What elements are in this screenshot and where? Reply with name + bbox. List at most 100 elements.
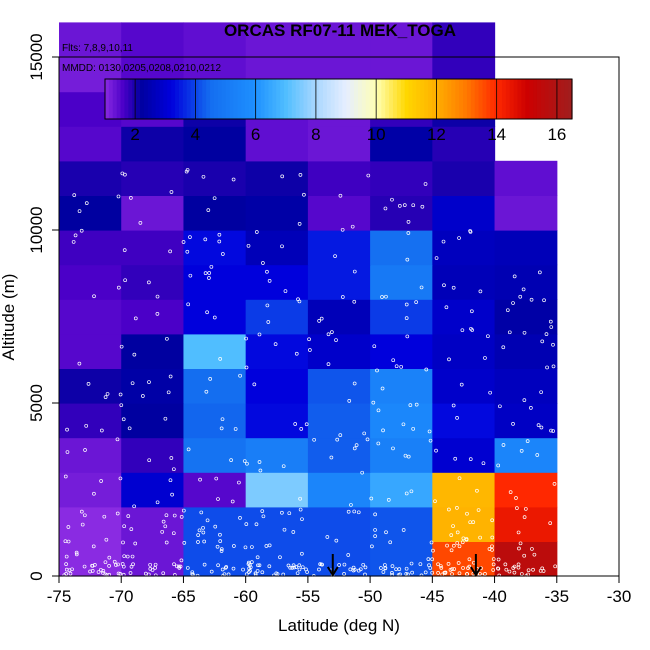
observation-point xyxy=(150,568,155,572)
observation-point xyxy=(77,361,82,366)
observation-point xyxy=(384,294,388,299)
heatmap-cell xyxy=(59,472,122,508)
observation-point xyxy=(483,572,487,576)
colorbar-swatch xyxy=(326,79,332,119)
observation-point xyxy=(80,522,85,527)
colorbar-tick-label: 2 xyxy=(130,125,139,144)
heatmap-cell xyxy=(183,403,247,439)
observation-point xyxy=(224,565,229,569)
colorbar-swatch xyxy=(248,79,254,119)
observation-point xyxy=(383,566,388,571)
heatmap-cell xyxy=(245,541,309,577)
observation-point xyxy=(165,336,169,341)
observation-point xyxy=(209,264,214,269)
observation-point xyxy=(447,507,451,512)
heatmap-cell xyxy=(370,230,433,266)
observation-point xyxy=(231,177,236,182)
observation-point xyxy=(490,518,495,523)
observation-point xyxy=(408,403,413,408)
colorbar-swatch xyxy=(182,79,188,119)
observation-point xyxy=(457,236,461,240)
observation-point xyxy=(297,299,302,304)
x-tick-label: -40 xyxy=(482,587,507,606)
colorbar-swatch xyxy=(143,79,149,119)
observation-point xyxy=(384,530,388,535)
observation-point xyxy=(539,390,543,395)
observation-point xyxy=(405,334,410,339)
observation-point xyxy=(414,300,418,305)
observation-point xyxy=(308,348,312,352)
colorbar-swatch xyxy=(536,79,542,119)
observation-point xyxy=(186,447,191,452)
heatmap-cell xyxy=(183,126,247,162)
heatmap-cell xyxy=(307,437,371,473)
observation-point xyxy=(411,203,416,208)
observation-point xyxy=(352,299,357,304)
colorbar-swatch xyxy=(334,79,340,119)
heatmap-cell xyxy=(59,126,122,162)
observation-point xyxy=(507,569,512,574)
axes: -75 -70 -65 -60 -55 -50 -45 -40 -35 -30 0 5000 10000… xyxy=(27,33,631,606)
observation-point xyxy=(88,569,92,574)
observation-point xyxy=(553,564,558,569)
observation-point xyxy=(141,394,145,398)
heatmap-cell xyxy=(307,403,371,439)
observation-point xyxy=(391,446,395,451)
observation-point xyxy=(519,449,524,453)
colorbar-swatch xyxy=(276,79,281,119)
heatmap-cell xyxy=(432,195,496,231)
observation-point xyxy=(266,320,271,324)
observation-point xyxy=(86,382,91,386)
observation-point xyxy=(63,539,68,544)
observation-point xyxy=(257,563,262,568)
colorbar-swatch xyxy=(490,79,495,119)
colorbar-swatch xyxy=(451,79,456,119)
observation-point xyxy=(307,337,311,342)
observation-point xyxy=(274,571,279,576)
observation-point xyxy=(119,403,124,408)
colorbar-swatch xyxy=(466,79,472,119)
observation-point xyxy=(373,534,377,538)
colorbar-swatch xyxy=(151,79,157,119)
observation-point xyxy=(82,564,87,569)
observation-point xyxy=(461,536,466,541)
colorbar-frame xyxy=(104,78,573,120)
observation-point xyxy=(312,437,316,442)
latitude-arrows xyxy=(326,554,482,577)
observation-point xyxy=(424,367,429,372)
observation-point xyxy=(297,567,302,572)
heatmap-cell xyxy=(494,195,558,231)
observation-point xyxy=(238,516,242,520)
colorbar-swatch xyxy=(416,79,421,119)
observation-point xyxy=(70,567,74,572)
observation-point xyxy=(430,557,435,562)
observation-point xyxy=(91,544,96,549)
observation-point xyxy=(530,547,534,551)
heatmap-cell xyxy=(121,437,185,473)
observation-point xyxy=(349,503,353,507)
observation-point xyxy=(438,564,443,568)
x-tick-label: -65 xyxy=(171,587,196,606)
observation-point xyxy=(128,571,133,575)
observation-point xyxy=(201,530,206,535)
observation-point xyxy=(551,342,555,347)
observation-point xyxy=(380,386,385,391)
observation-point xyxy=(522,515,527,519)
observation-point xyxy=(121,417,126,422)
colorbar-swatch xyxy=(513,79,519,119)
heatmap-cell xyxy=(370,472,433,508)
observation-point xyxy=(107,564,111,568)
colorbar-swatch xyxy=(459,79,464,119)
observation-point xyxy=(394,567,398,572)
observation-point xyxy=(431,548,435,553)
observation-point xyxy=(491,557,496,561)
observation-point xyxy=(552,482,557,486)
observation-point xyxy=(286,563,291,568)
observation-point xyxy=(461,566,465,570)
colorbar-swatch xyxy=(194,79,199,119)
colorbar-swatch xyxy=(540,79,546,119)
observation-point xyxy=(168,374,173,379)
heatmap-cell xyxy=(183,368,247,404)
observation-point xyxy=(334,538,339,543)
colorbar-swatch xyxy=(486,79,491,119)
